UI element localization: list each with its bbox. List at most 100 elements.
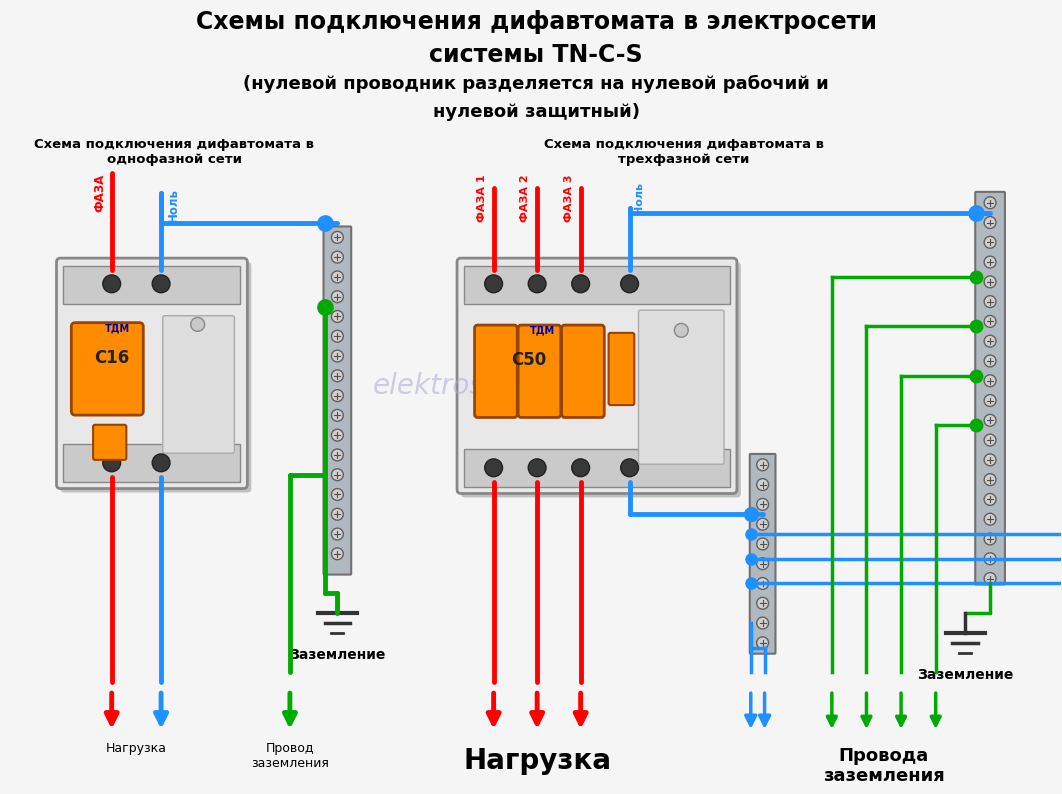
FancyBboxPatch shape — [324, 226, 352, 575]
Circle shape — [984, 237, 996, 249]
Circle shape — [757, 459, 769, 471]
Circle shape — [484, 275, 502, 293]
FancyBboxPatch shape — [162, 316, 235, 453]
FancyBboxPatch shape — [518, 325, 561, 418]
Circle shape — [984, 572, 996, 584]
Circle shape — [620, 275, 638, 293]
Circle shape — [984, 375, 996, 387]
Text: ТДМ: ТДМ — [530, 326, 555, 335]
Text: ТДМ: ТДМ — [105, 324, 130, 333]
FancyBboxPatch shape — [638, 310, 724, 464]
Circle shape — [757, 577, 769, 589]
Text: Провода
заземления: Провода заземления — [823, 746, 944, 785]
Circle shape — [984, 533, 996, 545]
Bar — [464, 449, 730, 487]
Circle shape — [331, 291, 343, 303]
Circle shape — [984, 513, 996, 525]
Circle shape — [620, 459, 638, 476]
Circle shape — [984, 553, 996, 565]
Text: нулевой защитный): нулевой защитный) — [432, 103, 639, 121]
Text: Заземление: Заземление — [918, 668, 1013, 681]
Circle shape — [757, 617, 769, 629]
Circle shape — [984, 414, 996, 426]
Circle shape — [984, 434, 996, 446]
Text: системы TN-C-S: системы TN-C-S — [429, 43, 643, 67]
FancyBboxPatch shape — [56, 258, 247, 488]
Circle shape — [331, 251, 343, 263]
Text: Схемы подключения дифавтомата в электросети: Схемы подключения дифавтомата в электрос… — [195, 10, 876, 34]
Text: Нагрузка: Нагрузка — [463, 746, 611, 775]
Circle shape — [331, 330, 343, 342]
Circle shape — [757, 538, 769, 550]
Circle shape — [331, 528, 343, 540]
Circle shape — [331, 508, 343, 520]
Circle shape — [331, 430, 343, 441]
Circle shape — [331, 231, 343, 243]
Circle shape — [331, 449, 343, 461]
Circle shape — [984, 474, 996, 486]
Circle shape — [674, 323, 688, 337]
Circle shape — [331, 350, 343, 362]
FancyBboxPatch shape — [457, 258, 737, 494]
Circle shape — [152, 454, 170, 472]
Circle shape — [984, 217, 996, 229]
Circle shape — [331, 410, 343, 422]
Text: C50: C50 — [511, 351, 547, 369]
Text: ФАЗА 3: ФАЗА 3 — [564, 174, 573, 222]
Circle shape — [103, 454, 121, 472]
FancyBboxPatch shape — [461, 262, 741, 498]
Circle shape — [331, 310, 343, 322]
FancyBboxPatch shape — [93, 425, 126, 460]
Circle shape — [757, 479, 769, 491]
Text: ФАЗА 2: ФАЗА 2 — [520, 174, 530, 222]
Text: elektroshkola.ru: elektroshkola.ru — [373, 372, 598, 399]
Text: (нулевой проводник разделяется на нулевой рабочий и: (нулевой проводник разделяется на нулево… — [243, 75, 829, 94]
FancyBboxPatch shape — [750, 454, 775, 653]
Circle shape — [984, 494, 996, 505]
Text: ФАЗА: ФАЗА — [93, 174, 106, 212]
Text: Схема подключения дифавтомата в
однофазной сети: Схема подключения дифавтомата в однофазн… — [34, 138, 314, 167]
Circle shape — [571, 275, 589, 293]
FancyBboxPatch shape — [475, 325, 517, 418]
Circle shape — [757, 518, 769, 530]
Text: Схема подключения дифавтомата в
трехфазной сети: Схема подключения дифавтомата в трехфазн… — [544, 138, 823, 167]
Circle shape — [984, 315, 996, 327]
Circle shape — [331, 548, 343, 560]
Circle shape — [331, 271, 343, 283]
Bar — [64, 444, 240, 482]
Circle shape — [984, 395, 996, 407]
FancyBboxPatch shape — [975, 192, 1005, 584]
Circle shape — [984, 197, 996, 209]
Circle shape — [331, 488, 343, 500]
Text: C16: C16 — [95, 349, 130, 367]
Circle shape — [984, 276, 996, 287]
Circle shape — [484, 459, 502, 476]
FancyBboxPatch shape — [609, 333, 634, 405]
Circle shape — [757, 499, 769, 511]
Circle shape — [152, 275, 170, 293]
Circle shape — [191, 318, 205, 331]
Circle shape — [757, 557, 769, 569]
Circle shape — [331, 390, 343, 402]
Circle shape — [984, 256, 996, 268]
Circle shape — [331, 370, 343, 382]
Text: Ноль: Ноль — [167, 187, 179, 222]
Circle shape — [984, 454, 996, 466]
Circle shape — [103, 275, 121, 293]
Circle shape — [331, 468, 343, 480]
FancyBboxPatch shape — [61, 262, 252, 492]
Text: ФАЗА 1: ФАЗА 1 — [477, 174, 486, 222]
Circle shape — [984, 335, 996, 347]
Circle shape — [528, 459, 546, 476]
Text: Провод
заземления: Провод заземления — [251, 742, 329, 769]
Circle shape — [984, 355, 996, 367]
Circle shape — [528, 275, 546, 293]
Text: Ноль: Ноль — [634, 182, 645, 214]
Text: Заземление: Заземление — [289, 648, 386, 661]
FancyBboxPatch shape — [562, 325, 604, 418]
Circle shape — [757, 597, 769, 609]
Text: Нагрузка: Нагрузка — [106, 742, 167, 755]
Bar — [64, 266, 240, 303]
Circle shape — [571, 459, 589, 476]
Circle shape — [757, 637, 769, 649]
